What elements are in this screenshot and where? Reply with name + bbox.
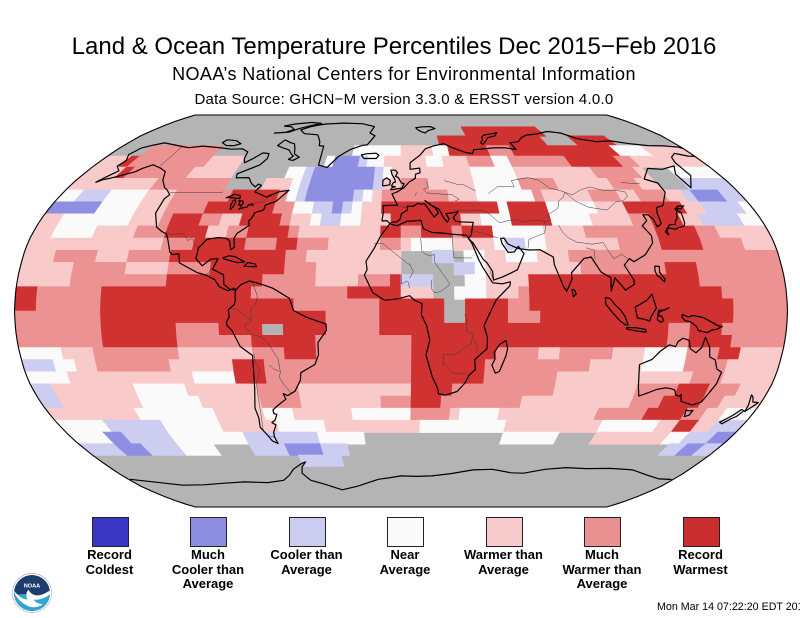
svg-text:NOAA: NOAA xyxy=(24,584,40,590)
